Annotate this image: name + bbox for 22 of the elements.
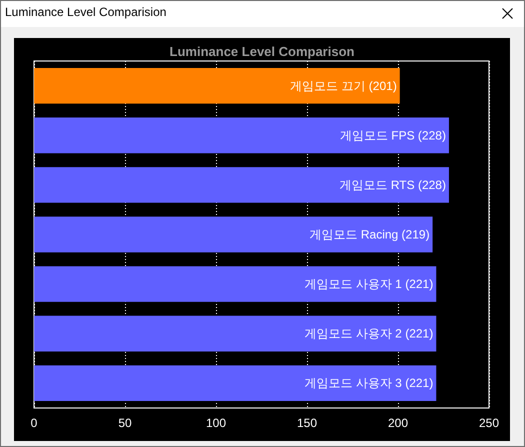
bar	[34, 68, 400, 104]
x-tick-label: 50	[118, 416, 132, 430]
category-label: 게임모드 Racing (219)	[310, 228, 430, 242]
category-label: 게임모드 끄기 (201)	[290, 78, 397, 93]
category-label: 게임모드 RTS (228)	[339, 178, 446, 192]
category-label: 게임모드 사용자 3 (221)	[304, 376, 434, 390]
x-tick-label: 150	[296, 416, 318, 430]
chart-title: Luminance Level Comparison	[170, 44, 355, 59]
category-label: 게임모드 사용자 1 (221)	[304, 277, 434, 292]
bar	[34, 316, 436, 352]
category-label: 게임모드 FPS (228)	[340, 128, 446, 142]
x-tick-label: 100	[206, 416, 226, 430]
bar	[34, 167, 449, 203]
x-tick-label: 250	[478, 416, 500, 430]
x-tick-label: 200	[388, 416, 408, 430]
bar	[34, 216, 433, 252]
bar	[34, 266, 436, 302]
text: Luminance Level Comparision	[5, 5, 166, 19]
bar	[34, 365, 436, 402]
category-label: 게임모드 사용자 2 (221)	[304, 326, 434, 341]
x-tick-label: 0	[30, 416, 38, 430]
bar	[34, 118, 449, 154]
